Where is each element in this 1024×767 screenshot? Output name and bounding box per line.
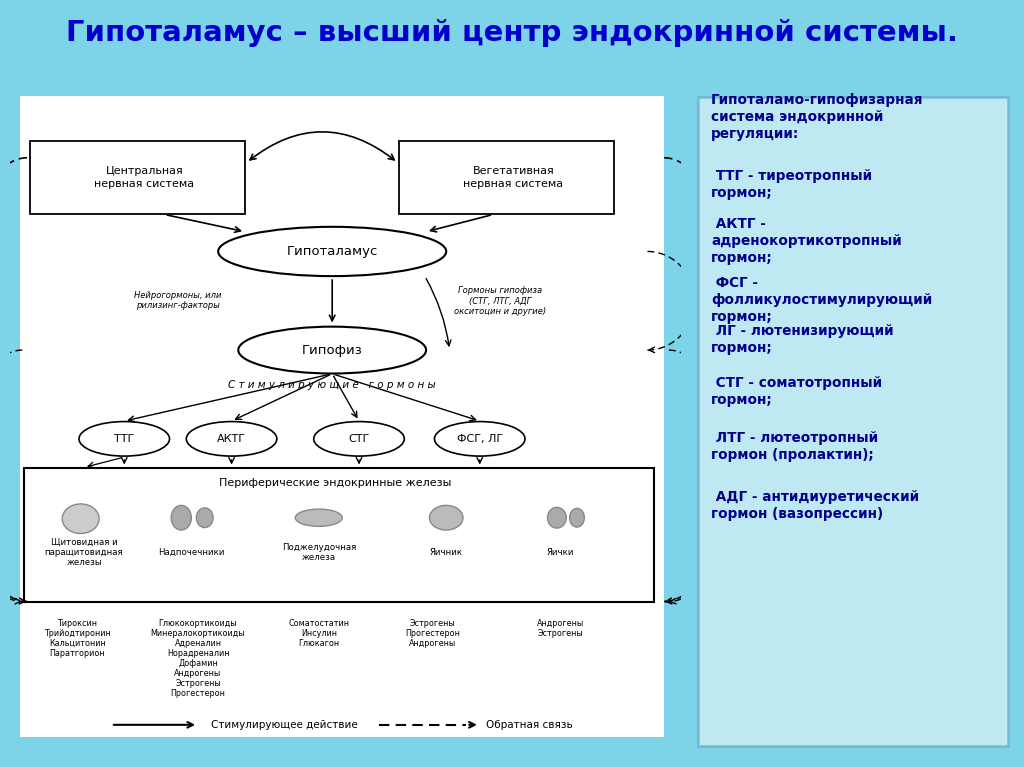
Ellipse shape — [295, 509, 342, 526]
Text: Яичник: Яичник — [430, 548, 463, 557]
Text: АКТГ: АКТГ — [217, 434, 246, 444]
Ellipse shape — [79, 422, 170, 456]
Ellipse shape — [548, 508, 566, 528]
FancyBboxPatch shape — [31, 140, 245, 215]
Text: АКТГ -
адренокортикотропный
гормон;: АКТГ - адренокортикотропный гормон; — [712, 218, 902, 265]
Text: Гормоны гипофиза
(СТГ, ЛТГ, АДГ
окситоцин и другие): Гормоны гипофиза (СТГ, ЛТГ, АДГ окситоци… — [454, 286, 546, 316]
Text: АДГ - антидиуретический
гормон (вазопрессин): АДГ - антидиуретический гормон (вазопрес… — [712, 490, 920, 521]
Ellipse shape — [62, 504, 99, 534]
Text: Яички: Яички — [547, 548, 574, 557]
Text: Эстрогены
Прогестерон
Андрогены: Эстрогены Прогестерон Андрогены — [406, 619, 460, 648]
Text: Нейрогормоны, или
рилизинг-факторы: Нейрогормоны, или рилизинг-факторы — [134, 291, 221, 311]
Text: ТТГ: ТТГ — [114, 434, 134, 444]
Text: Гипоталамус: Гипоталамус — [287, 245, 378, 258]
Text: ФСГ -
фолликулостимулирующий
гормон;: ФСГ - фолликулостимулирующий гормон; — [712, 276, 933, 324]
Text: Периферические эндокринные железы: Периферические эндокринные железы — [219, 479, 452, 489]
Ellipse shape — [171, 505, 191, 530]
Ellipse shape — [239, 327, 426, 374]
FancyBboxPatch shape — [399, 140, 614, 215]
Text: Центральная
нервная система: Центральная нервная система — [94, 166, 195, 189]
FancyBboxPatch shape — [698, 97, 1008, 746]
Text: ТТГ - тиреотропный
гормон;: ТТГ - тиреотропный гормон; — [712, 170, 872, 200]
Text: Щитовидная и
паращитовидная
железы: Щитовидная и паращитовидная железы — [45, 538, 123, 567]
Text: ФСГ, ЛГ: ФСГ, ЛГ — [457, 434, 503, 444]
Ellipse shape — [434, 422, 525, 456]
Ellipse shape — [429, 505, 463, 530]
Text: Гипоталамус – высший центр эндокринной системы.: Гипоталамус – высший центр эндокринной с… — [66, 18, 958, 47]
FancyBboxPatch shape — [24, 469, 654, 601]
Text: СТГ: СТГ — [348, 434, 370, 444]
Text: Поджелудочная
железа: Поджелудочная железа — [282, 542, 356, 562]
Ellipse shape — [186, 422, 276, 456]
Text: Тироксин
Трийодтиронин
Кальцитонин
Паратгорион: Тироксин Трийодтиронин Кальцитонин Парат… — [44, 619, 111, 658]
Text: Гипофиз: Гипофиз — [302, 344, 362, 357]
Text: Надпочечники: Надпочечники — [158, 548, 224, 557]
Ellipse shape — [569, 509, 585, 527]
Text: С т и м у л и р у ю щ и е   г о р м о н ы: С т и м у л и р у ю щ и е г о р м о н ы — [228, 380, 436, 390]
Text: Соматостатин
Инсулин
Глюкагон: Соматостатин Инсулин Глюкагон — [289, 619, 349, 648]
Text: ЛТГ - лютеотропный
гормон (пролактин);: ЛТГ - лютеотропный гормон (пролактин); — [712, 431, 879, 463]
Ellipse shape — [313, 422, 404, 456]
Text: Обратная связь: Обратная связь — [486, 719, 573, 730]
FancyBboxPatch shape — [20, 96, 665, 737]
Text: ЛГ - лютенизирующий
гормон;: ЛГ - лютенизирующий гормон; — [712, 324, 894, 355]
Text: СТГ - соматотропный
гормон;: СТГ - соматотропный гормон; — [712, 376, 883, 407]
Text: Глюкокортикоиды
Минералокортикоиды
Адреналин
Норадреналин
Дофамин
Андрогены
Эстр: Глюкокортикоиды Минералокортикоиды Адрен… — [151, 619, 246, 698]
Ellipse shape — [197, 508, 213, 528]
Text: Андрогены
Эстрогены: Андрогены Эстрогены — [537, 619, 584, 638]
Text: Гипоталамо-гипофизарная
система эндокринной
регуляции:: Гипоталамо-гипофизарная система эндокрин… — [712, 94, 924, 140]
Text: Вегетативная
нервная система: Вегетативная нервная система — [463, 166, 563, 189]
Ellipse shape — [218, 227, 446, 276]
Text: Стимулирующее действие: Стимулирующее действие — [212, 719, 358, 730]
